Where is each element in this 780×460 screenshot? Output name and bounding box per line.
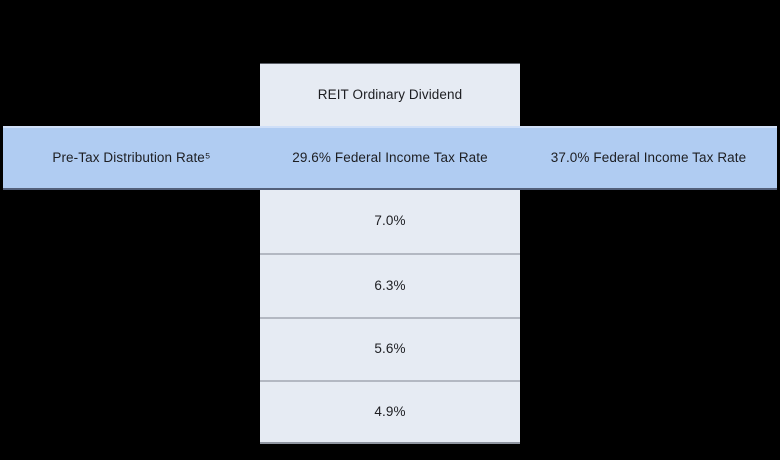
row3-value: 5.6% <box>374 341 406 357</box>
pretax-rate-header-cell: Pre-Tax Distribution Rate⁵ <box>3 126 260 190</box>
pretax-rate-header-label: Pre-Tax Distribution Rate⁵ <box>52 149 211 165</box>
header-left-spacer-cell <box>3 63 260 126</box>
row1-right-cell <box>520 190 777 253</box>
row3-right-cell <box>520 317 777 380</box>
dividend-tax-table: REIT Ordinary Dividend Pre-Tax Distribut… <box>3 63 777 444</box>
row2-value: 6.3% <box>374 277 406 293</box>
column-group-header-label: REIT Ordinary Dividend <box>317 86 463 102</box>
tax-rate-370-header-label: 37.0% Federal Income Tax Rate <box>550 149 747 165</box>
row3-left-cell <box>3 317 260 380</box>
row4-right-cell <box>520 380 777 444</box>
tax-rate-296-header-cell: 29.6% Federal Income Tax Rate <box>260 126 520 190</box>
tax-rate-370-header-cell: 37.0% Federal Income Tax Rate <box>520 126 777 190</box>
row2-right-cell <box>520 253 777 317</box>
row4-value: 4.9% <box>374 403 406 419</box>
column-group-header-cell: REIT Ordinary Dividend <box>260 63 520 126</box>
row1-value: 7.0% <box>374 213 406 229</box>
row1-value-cell: 7.0% <box>260 190 520 253</box>
row2-value-cell: 6.3% <box>260 253 520 317</box>
row4-value-cell: 4.9% <box>260 380 520 444</box>
row2-left-cell <box>3 253 260 317</box>
tax-rate-296-header-label: 29.6% Federal Income Tax Rate <box>292 149 488 165</box>
row4-left-cell <box>3 380 260 444</box>
header-right-spacer-cell <box>520 63 777 126</box>
row1-left-cell <box>3 190 260 253</box>
row3-value-cell: 5.6% <box>260 317 520 380</box>
